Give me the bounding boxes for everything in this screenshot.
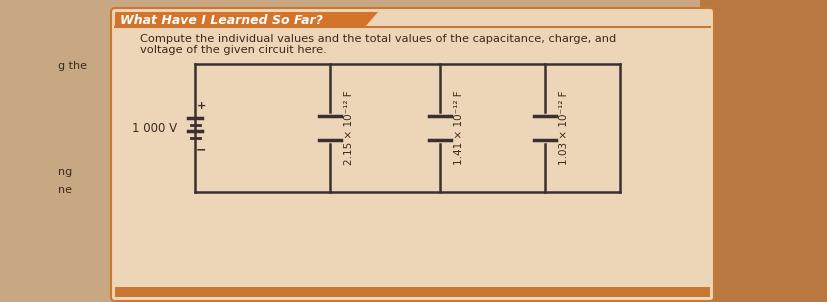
Text: −: −	[196, 143, 206, 156]
Text: 1.03 × 10⁻¹² F: 1.03 × 10⁻¹² F	[559, 91, 569, 165]
Text: ng: ng	[58, 167, 72, 177]
Text: 1 000 V: 1 000 V	[131, 121, 177, 134]
Text: ne: ne	[58, 185, 72, 195]
Text: g the: g the	[58, 61, 87, 72]
FancyBboxPatch shape	[111, 8, 714, 301]
Text: +: +	[196, 101, 206, 111]
Text: voltage of the given circuit here.: voltage of the given circuit here.	[140, 45, 327, 55]
Text: 1.41 × 10⁻¹² F: 1.41 × 10⁻¹² F	[454, 91, 464, 165]
Text: 2.15 × 10⁻¹² F: 2.15 × 10⁻¹² F	[344, 91, 354, 165]
Polygon shape	[115, 12, 378, 27]
Text: Compute the individual values and the total values of the capacitance, charge, a: Compute the individual values and the to…	[140, 34, 616, 44]
Bar	[115, 287, 710, 297]
Text: What Have I Learned So Far?: What Have I Learned So Far?	[120, 14, 323, 27]
Bar	[700, 0, 827, 302]
